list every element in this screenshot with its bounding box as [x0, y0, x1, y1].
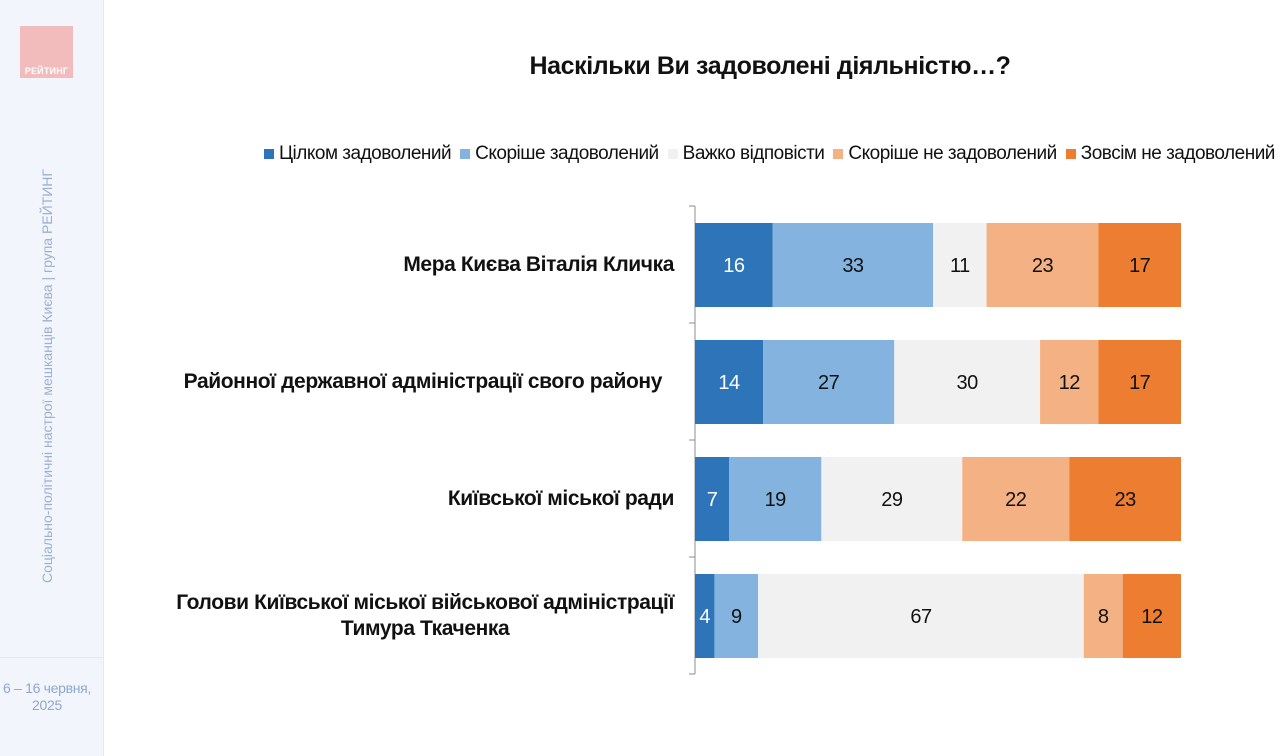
rating-logo: РЕЙТИНГ	[20, 26, 73, 78]
bar-segment	[1040, 340, 1099, 424]
legend-item: Скоріше задоволений	[460, 143, 659, 165]
legend-label: Скоріше не задоволений	[848, 143, 1057, 164]
data-label: 17	[1129, 255, 1151, 277]
bar-segment	[695, 574, 715, 658]
survey-date-line1: 6 – 16 червня,	[2, 680, 92, 696]
bar-segment	[758, 574, 1084, 658]
data-label: 11	[950, 255, 970, 277]
legend-item: Скоріше не задоволений	[833, 143, 1057, 165]
bar-segment	[1098, 340, 1181, 424]
data-label: 12	[1059, 372, 1081, 394]
bar-segment	[1122, 574, 1181, 658]
data-label: 30	[957, 372, 979, 394]
data-label: 23	[1114, 489, 1136, 511]
legend-swatch-icon	[460, 149, 471, 159]
category-label-district-admin: Районної державної адміністрації свого р…	[183, 369, 663, 395]
category-label-line: Мера Києва Віталія Кличка	[403, 253, 674, 276]
legend-label: Зовсім не задоволений	[1080, 143, 1276, 164]
bar-segment	[933, 223, 987, 307]
legend-swatch-icon	[264, 149, 274, 159]
legend-label: Важко відповісти	[682, 143, 825, 164]
data-label: 8	[1098, 606, 1109, 628]
category-label-city-council: Київської міської ради	[447, 486, 675, 512]
bar-segment	[962, 457, 1070, 541]
category-label-line: Районної державної адміністрації свого р…	[183, 370, 663, 393]
category-label-military-admin: Голови Київської міської військової адмі…	[176, 590, 674, 642]
bar-segment	[729, 457, 822, 541]
data-label: 23	[1032, 255, 1054, 277]
bar-segment	[894, 340, 1041, 424]
category-label-line: Київської міської ради	[447, 487, 675, 510]
data-label: 4	[699, 606, 710, 628]
data-label: 27	[818, 372, 840, 394]
bar-segment	[986, 223, 1099, 307]
legend-swatch-icon	[833, 149, 844, 159]
data-label: 17	[1129, 372, 1151, 394]
bar-segment	[695, 223, 773, 307]
legend-label: Цілком задоволений	[279, 143, 452, 164]
legend-label: Скоріше задоволений	[475, 143, 659, 164]
sidebar: РЕЙТИНГ Соціально-політичні настрої мешк…	[0, 0, 104, 756]
data-label: 67	[910, 606, 932, 628]
sidebar-divider	[0, 657, 103, 658]
data-label: 22	[1005, 489, 1027, 511]
chart-title: Наскільки Ви задоволені діяльністю…?	[529, 52, 1011, 80]
category-label-line: Голови Київської міської військової адмі…	[176, 591, 674, 614]
chart-legend: Цілком задоволений Скоріше задоволений В…	[264, 143, 1280, 165]
bar-segment	[821, 457, 963, 541]
data-label: 19	[765, 489, 787, 511]
legend-item: Зовсім не задоволений	[1065, 143, 1276, 165]
data-label: 14	[718, 372, 740, 394]
bar-segment	[695, 457, 730, 541]
data-label: 29	[881, 489, 903, 511]
bar-segment	[772, 223, 934, 307]
bar-segment	[695, 340, 764, 424]
legend-item: Важко відповісти	[667, 143, 825, 165]
bar-segment	[763, 340, 895, 424]
data-label: 33	[842, 255, 864, 277]
category-label-line: Тимура Ткаченка	[340, 617, 510, 640]
data-label: 16	[723, 255, 745, 277]
survey-date: 6 – 16 червня, 2025	[0, 680, 94, 714]
data-label: 12	[1141, 606, 1163, 628]
legend-item: Цілком задоволений	[264, 143, 452, 165]
bar-segment	[1098, 223, 1181, 307]
logo-text: РЕЙТИНГ	[24, 66, 69, 76]
bar-segment	[1083, 574, 1123, 658]
data-label: 9	[731, 606, 742, 628]
bar-segment	[714, 574, 759, 658]
survey-date-line2: 2025	[32, 697, 62, 713]
data-label: 7	[707, 489, 718, 511]
bar-segment	[1069, 457, 1181, 541]
legend-swatch-icon	[667, 149, 678, 159]
category-label-klitschko: Мера Києва Віталія Кличка	[403, 252, 674, 278]
legend-swatch-icon	[1065, 149, 1076, 159]
